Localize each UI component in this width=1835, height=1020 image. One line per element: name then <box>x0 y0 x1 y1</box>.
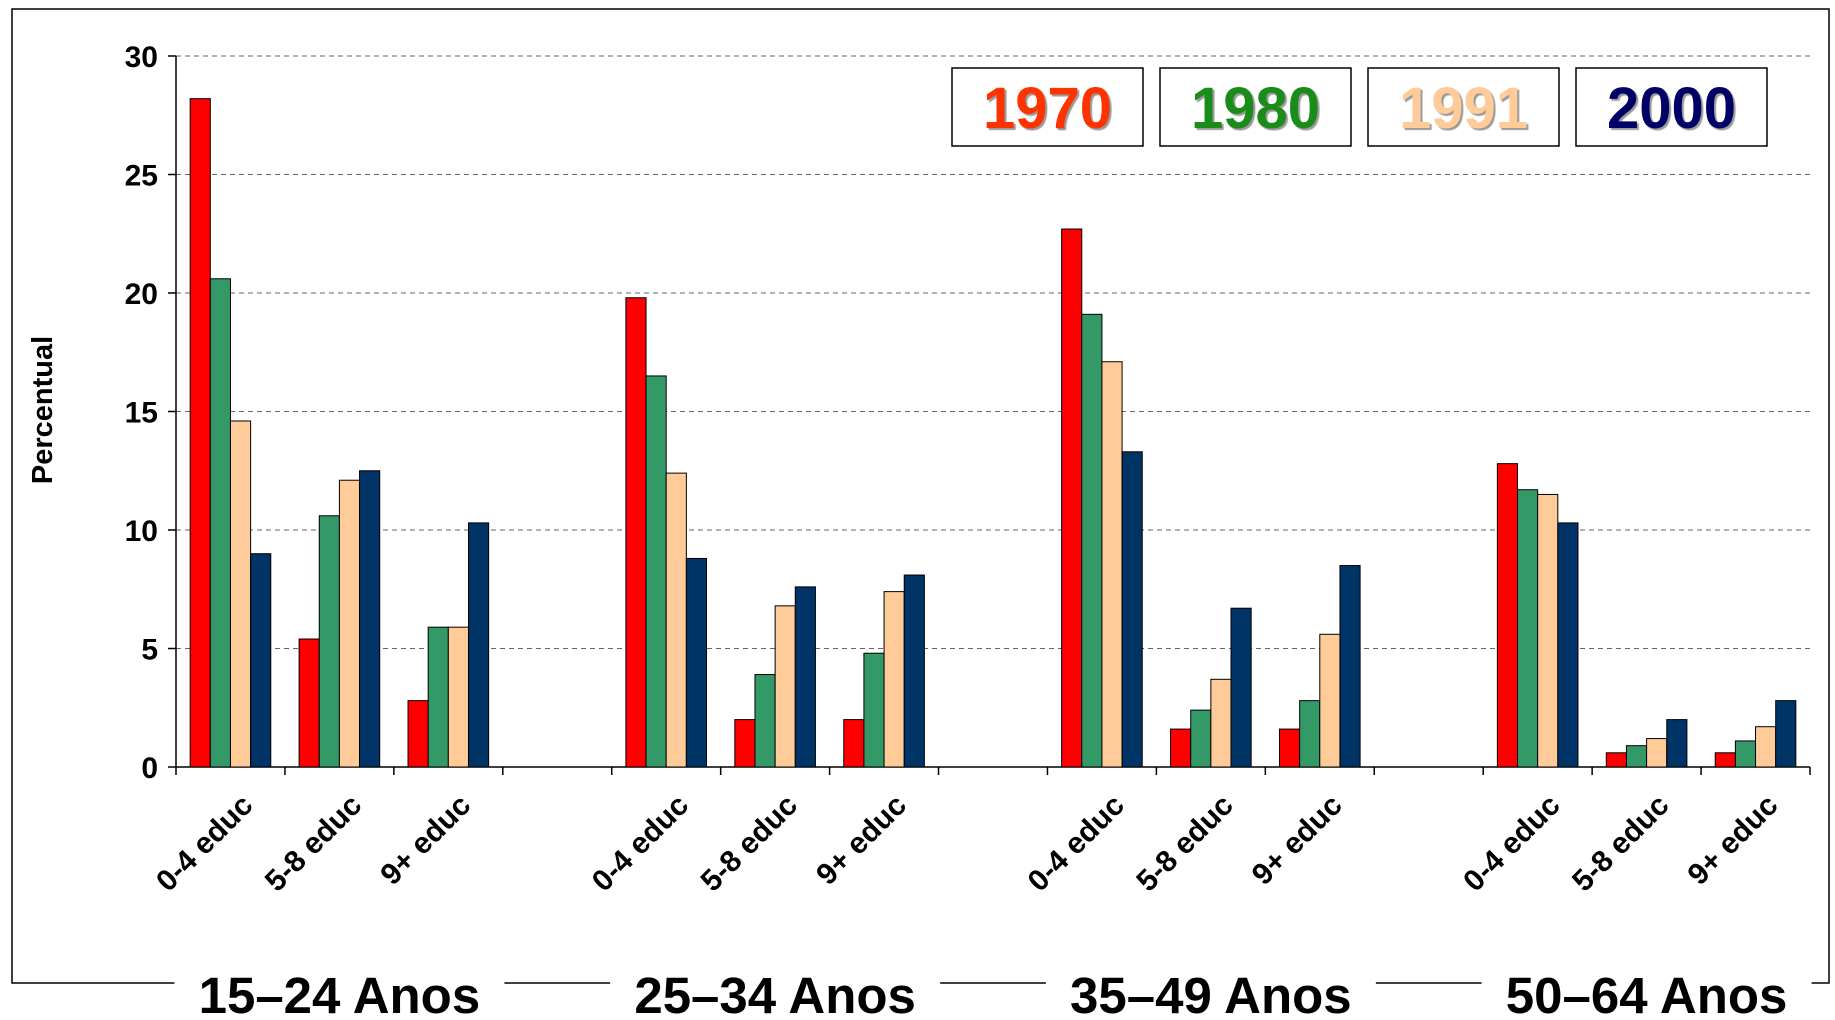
legend-box <box>1575 67 1768 147</box>
bar <box>734 719 756 768</box>
bar <box>754 674 776 768</box>
legend-label: 1980 <box>1191 76 1320 141</box>
x-tick-label: 5-8 educ <box>1130 789 1239 898</box>
bar <box>1081 313 1103 768</box>
bar <box>625 297 647 768</box>
group-label: 50–64 Anos <box>1506 967 1788 1020</box>
y-tick-label: 20 <box>125 278 158 311</box>
bar <box>645 375 667 768</box>
bar <box>665 472 687 768</box>
legend-label: 1991 <box>1399 76 1528 141</box>
legend-box <box>1367 67 1560 147</box>
y-tick-label: 15 <box>125 397 158 430</box>
bar <box>903 574 925 768</box>
bar <box>359 470 381 768</box>
bar <box>1299 700 1321 768</box>
y-tick-label: 25 <box>125 160 158 193</box>
bar <box>1517 489 1539 768</box>
bar <box>863 652 885 768</box>
bar <box>338 479 361 768</box>
x-tick-label: 9+ educ <box>1682 789 1785 892</box>
group-label-bg <box>1481 970 1812 1000</box>
bar <box>774 605 796 768</box>
bar <box>1734 740 1757 768</box>
bar <box>1755 726 1777 768</box>
bar <box>1646 738 1668 768</box>
x-tick-label: 0-4 educ <box>1021 789 1130 898</box>
y-axis-label: Percentual <box>27 336 59 484</box>
bar <box>1319 633 1341 768</box>
bar <box>1190 709 1212 768</box>
y-tick-label: 10 <box>125 515 158 548</box>
group-label: 35–49 Anos <box>1070 967 1352 1020</box>
bar <box>447 626 469 768</box>
bar <box>427 626 449 768</box>
bar <box>1278 728 1301 768</box>
bar <box>883 591 905 768</box>
bar <box>209 278 231 768</box>
bar <box>1061 228 1083 768</box>
bar <box>1714 752 1736 768</box>
bar <box>843 719 865 768</box>
group-label: 15–24 Anos <box>199 967 481 1020</box>
bar <box>1775 700 1797 768</box>
bar <box>1625 745 1648 768</box>
bar <box>1537 493 1559 768</box>
bar <box>467 522 490 768</box>
legend-label: 1970 <box>983 76 1112 141</box>
legend-box <box>951 67 1144 147</box>
x-tick-label: 9+ educ <box>1246 789 1349 892</box>
y-tick-label: 5 <box>141 634 158 667</box>
group-label-bg <box>1045 970 1376 1000</box>
bar <box>1101 361 1123 768</box>
bar <box>189 98 211 768</box>
bar <box>1557 522 1579 768</box>
x-tick-label: 5-8 educ <box>695 789 804 898</box>
group-label: 25–34 Anos <box>634 967 916 1020</box>
bar <box>1170 728 1192 768</box>
bar <box>685 557 708 768</box>
bar <box>1666 719 1688 768</box>
x-tick-label: 0-4 educ <box>586 789 695 898</box>
bar <box>298 638 320 768</box>
bar <box>318 515 340 768</box>
bar <box>1605 752 1627 768</box>
bar <box>407 700 429 768</box>
group-label-bg <box>610 970 941 1000</box>
y-tick-label: 0 <box>141 752 158 785</box>
x-tick-label: 0-4 educ <box>150 789 259 898</box>
y-tick-label: 30 <box>125 41 158 74</box>
bar <box>1230 607 1252 768</box>
bar <box>1496 463 1519 768</box>
bar <box>1121 451 1143 768</box>
bar <box>1339 565 1361 768</box>
x-tick-label: 9+ educ <box>810 789 913 892</box>
x-tick-label: 5-8 educ <box>259 789 368 898</box>
x-tick-label: 0-4 educ <box>1457 789 1566 898</box>
bar <box>794 586 816 768</box>
bar <box>250 553 272 768</box>
x-tick-label: 5-8 educ <box>1566 789 1675 898</box>
bar <box>1210 678 1232 768</box>
bar <box>229 420 252 768</box>
group-label-bg <box>174 970 505 1000</box>
x-tick-label: 9+ educ <box>374 789 477 892</box>
legend-label: 2000 <box>1607 76 1736 141</box>
legend-box <box>1159 67 1352 147</box>
